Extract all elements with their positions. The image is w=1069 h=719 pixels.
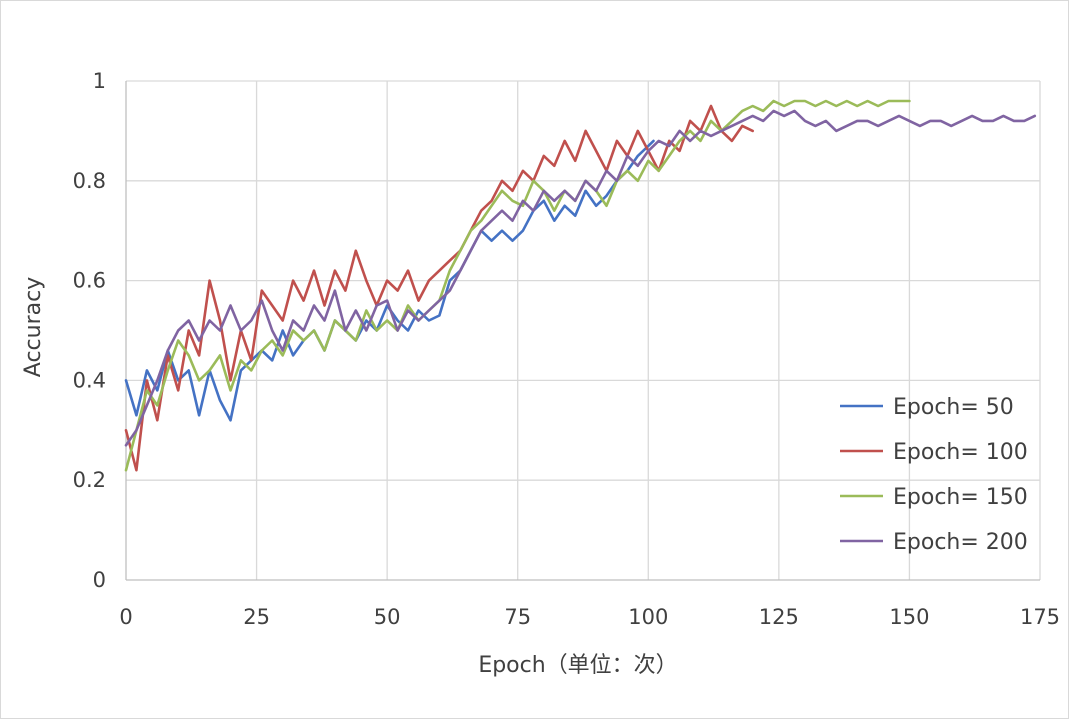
series-line-4 [124,109,1037,447]
axes [125,81,1040,581]
y-axis-title: Accuracy [21,277,46,377]
x-tick-label: 75 [504,605,531,629]
x-tick-label: 150 [889,605,929,629]
y-tick-label: 1 [93,69,106,93]
x-tick-label: 0 [119,605,132,629]
x-tick-label: 100 [628,605,668,629]
y-tick-label: 0 [93,568,106,592]
y-tick-label: 0.6 [73,269,106,293]
legend-label-3: Epoch= 150 [893,485,1028,510]
x-axis-title: Epoch（单位：次） [478,653,677,678]
x-tick-label: 175 [1020,605,1060,629]
y-tick-label: 0.8 [73,169,106,193]
legend-label-1: Epoch= 50 [893,395,1014,420]
legend-label-4: Epoch= 200 [893,530,1028,555]
y-tick-label: 0.4 [73,368,106,392]
x-axis-ticks: 0 25 50 75 100 125 150 175 [119,605,1060,629]
gridlines [126,80,1041,580]
series-lines [124,99,1037,472]
y-axis-ticks: 0 0.2 0.4 0.6 0.8 1 [73,69,106,592]
legend: Epoch= 50 Epoch= 100 Epoch= 150 Epoch= 200 [840,395,1028,555]
legend-label-2: Epoch= 100 [893,440,1028,465]
x-tick-label: 50 [374,605,401,629]
series-line-3 [124,99,911,472]
x-tick-label: 25 [243,605,270,629]
series-line-2 [124,104,755,472]
x-tick-label: 125 [759,605,799,629]
y-tick-label: 0.2 [73,468,106,492]
